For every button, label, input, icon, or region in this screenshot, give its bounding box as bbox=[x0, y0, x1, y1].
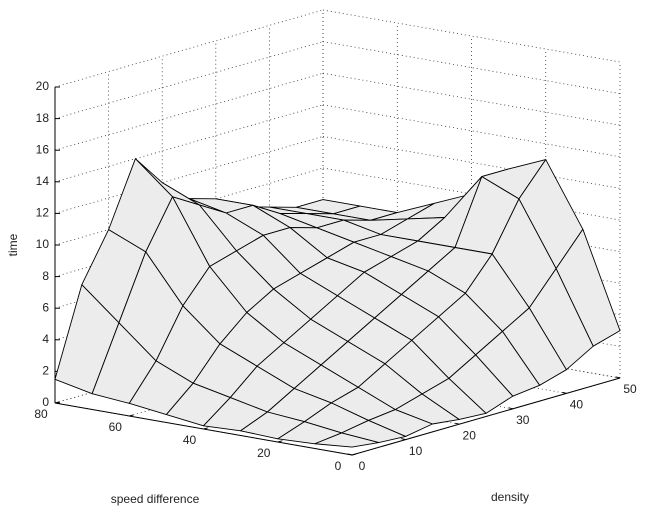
x-tick bbox=[455, 422, 460, 425]
grid-line bbox=[54, 72, 324, 151]
surface-cell bbox=[314, 432, 380, 448]
z-tick-label: 18 bbox=[36, 111, 50, 125]
y-tick bbox=[129, 414, 134, 417]
x-tick-label: 50 bbox=[623, 382, 637, 396]
y-tick-label: 40 bbox=[183, 433, 197, 447]
z-tick-label: 0 bbox=[42, 395, 49, 409]
y-tick bbox=[277, 440, 282, 443]
y-axis-label: speed difference bbox=[111, 492, 200, 506]
x-tick bbox=[615, 376, 621, 379]
grid-line bbox=[54, 9, 324, 88]
x-axis bbox=[351, 377, 621, 456]
grid-line bbox=[322, 136, 621, 189]
x-tick bbox=[347, 453, 353, 456]
x-tick-label: 0 bbox=[359, 459, 366, 473]
grid-line bbox=[54, 167, 324, 246]
y-tick-label: 80 bbox=[34, 407, 48, 421]
z-tick-label: 14 bbox=[36, 174, 50, 188]
x-tick-label: 40 bbox=[570, 398, 584, 412]
z-tick-label: 10 bbox=[36, 237, 50, 251]
y-tick bbox=[351, 453, 357, 456]
x-tick-label: 10 bbox=[409, 444, 423, 458]
z-tick-label: 12 bbox=[36, 206, 50, 220]
z-tick-label: 20 bbox=[36, 79, 50, 93]
x-tick bbox=[562, 391, 567, 394]
y-tick bbox=[203, 427, 208, 430]
grid-line bbox=[54, 136, 324, 214]
z-tick-label: 6 bbox=[42, 300, 49, 314]
x-tick bbox=[401, 438, 406, 441]
z-axis-label: time bbox=[6, 233, 20, 256]
x-axis-label: density bbox=[491, 490, 529, 504]
z-tick-label: 16 bbox=[36, 142, 50, 156]
z-tick-label: 8 bbox=[42, 269, 49, 283]
x-tick-label: 20 bbox=[463, 428, 477, 442]
x-tick-label: 30 bbox=[516, 413, 530, 427]
z-tick-label: 2 bbox=[42, 364, 49, 378]
z-tick-label: 4 bbox=[42, 332, 49, 346]
y-tick-label: 60 bbox=[109, 420, 123, 434]
y-tick-label: 0 bbox=[335, 459, 342, 473]
x-tick bbox=[508, 407, 513, 410]
y-tick-label: 20 bbox=[257, 446, 271, 460]
grid-line bbox=[322, 104, 621, 158]
grid-line bbox=[54, 41, 324, 119]
grid-line bbox=[54, 104, 324, 183]
